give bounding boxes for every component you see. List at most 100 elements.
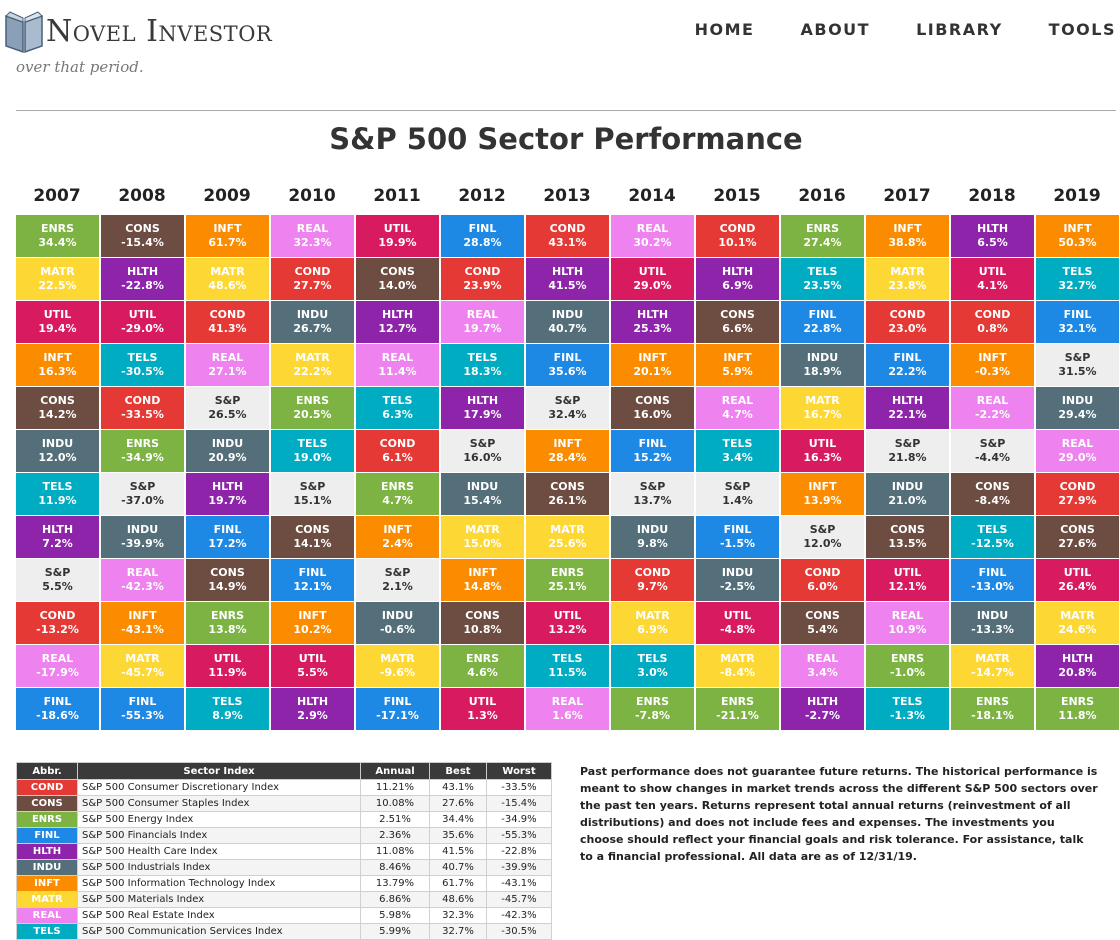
sector-cell: HLTH 2.9% — [271, 688, 354, 730]
sector-cell: FINL 15.2% — [611, 430, 694, 472]
sector-abbr: TELS — [1062, 265, 1093, 278]
sector-return: 15.1% — [293, 494, 332, 507]
sector-cell: REAL 29.0% — [1036, 430, 1119, 472]
sector-return: -1.3% — [889, 709, 926, 722]
sector-return: 20.8% — [1058, 666, 1097, 679]
sector-cell: UTIL 19.4% — [16, 301, 99, 343]
sector-abbr: UTIL — [638, 265, 667, 278]
sector-cell: HLTH -2.7% — [781, 688, 864, 730]
sector-abbr: S&P — [214, 394, 241, 407]
sector-cell: MATR 23.8% — [866, 258, 949, 300]
year-label: 2014 — [628, 186, 676, 206]
sector-return: 28.4% — [548, 451, 587, 464]
sector-cell: INFT 28.4% — [526, 430, 609, 472]
legend-abbr: FINL — [16, 827, 78, 844]
sector-abbr: S&P — [44, 566, 71, 579]
sector-cell: COND 23.0% — [866, 301, 949, 343]
sector-cell: INFT 13.9% — [781, 473, 864, 515]
nav-about[interactable]: ABOUT — [800, 20, 871, 39]
sector-return: 4.6% — [467, 666, 498, 679]
sector-return: 19.7% — [463, 322, 502, 335]
sector-abbr: REAL — [466, 308, 499, 321]
sector-return: -13.3% — [971, 623, 1014, 636]
chart-title: S&P 500 Sector Performance — [329, 122, 803, 156]
site-logo[interactable]: Novel Investor — [4, 6, 272, 56]
sector-return: 25.3% — [633, 322, 672, 335]
sector-return: 13.2% — [548, 623, 587, 636]
sector-cell: COND 6.0% — [781, 559, 864, 601]
sector-cell: COND 9.7% — [611, 559, 694, 601]
sector-abbr: INDU — [126, 523, 159, 536]
sector-abbr: MATR — [635, 609, 670, 622]
sector-abbr: ENRS — [805, 222, 840, 235]
sector-abbr: UTIL — [128, 308, 157, 321]
sector-abbr: FINL — [553, 351, 582, 364]
sector-return: 48.6% — [208, 279, 247, 292]
sector-return: 16.3% — [38, 365, 77, 378]
site-header: Novel Investor HOME ABOUT LIBRARY TOOLS — [0, 0, 1120, 60]
sector-abbr: UTIL — [978, 265, 1007, 278]
sector-return: -0.6% — [379, 623, 416, 636]
sector-cell: INFT 20.1% — [611, 344, 694, 386]
sector-cell: FINL -18.6% — [16, 688, 99, 730]
sector-abbr: UTIL — [553, 609, 582, 622]
sector-cell: COND 43.1% — [526, 215, 609, 257]
sector-cell: REAL -17.9% — [16, 645, 99, 687]
sector-return: 61.7% — [208, 236, 247, 249]
sector-return: 12.1% — [888, 580, 927, 593]
sector-abbr: FINL — [1063, 308, 1092, 321]
sector-cell: MATR 15.0% — [441, 516, 524, 558]
sector-return: 8.9% — [212, 709, 243, 722]
sector-cell: TELS 18.3% — [441, 344, 524, 386]
sector-cell: INFT -0.3% — [951, 344, 1034, 386]
sector-return: 12.0% — [803, 537, 842, 550]
sector-return: 35.6% — [548, 365, 587, 378]
legend-best: 40.7% — [429, 859, 487, 876]
sector-abbr: HLTH — [381, 308, 414, 321]
sector-cell: TELS -1.3% — [866, 688, 949, 730]
sector-return: 6.3% — [382, 408, 413, 421]
sector-abbr: TELS — [297, 437, 328, 450]
nav-home[interactable]: HOME — [694, 20, 755, 39]
sector-cell: FINL 22.2% — [866, 344, 949, 386]
sector-cell: REAL 10.9% — [866, 602, 949, 644]
sector-abbr: INDU — [1061, 394, 1094, 407]
sector-abbr: HLTH — [551, 265, 584, 278]
sector-return: 24.6% — [1058, 623, 1097, 636]
legend-abbr: ENRS — [16, 811, 78, 828]
sector-return: 1.6% — [552, 709, 583, 722]
sector-cell: INDU 20.9% — [186, 430, 269, 472]
sector-cell: COND -33.5% — [101, 387, 184, 429]
sector-abbr: REAL — [41, 652, 74, 665]
sector-cell: S&P 31.5% — [1036, 344, 1119, 386]
sector-cell: INDU -39.9% — [101, 516, 184, 558]
sector-abbr: HLTH — [636, 308, 669, 321]
sector-abbr: COND — [634, 566, 671, 579]
nav-tools[interactable]: TOOLS — [1048, 20, 1116, 39]
sector-cell: MATR -9.6% — [356, 645, 439, 687]
legend-best: 48.6% — [429, 891, 487, 908]
sector-cell: UTIL 26.4% — [1036, 559, 1119, 601]
sector-return: 9.7% — [637, 580, 668, 593]
sector-abbr: REAL — [976, 394, 1009, 407]
legend-row: MATR S&P 500 Materials Index 6.86% 48.6% -45… — [16, 891, 552, 908]
legend-best: 35.6% — [429, 827, 487, 844]
sector-return: -2.2% — [974, 408, 1011, 421]
sector-cell: CONS 26.1% — [526, 473, 609, 515]
disclaimer-text: Past performance does not guarantee futu… — [580, 765, 1098, 863]
sector-return: -39.9% — [121, 537, 164, 550]
sector-abbr: FINL — [43, 695, 72, 708]
nav-library[interactable]: LIBRARY — [916, 20, 1003, 39]
legend-sector-name: S&P 500 Consumer Discretionary Index — [77, 779, 361, 796]
sector-abbr: MATR — [295, 351, 330, 364]
legend-header-sector: Sector Index — [77, 762, 361, 780]
sector-abbr: COND — [124, 394, 161, 407]
legend-worst: -45.7% — [486, 891, 552, 908]
sector-abbr: S&P — [724, 480, 751, 493]
sector-return: 41.5% — [548, 279, 587, 292]
sector-abbr: FINL — [893, 351, 922, 364]
sector-cell: COND 27.7% — [271, 258, 354, 300]
sector-abbr: HLTH — [211, 480, 244, 493]
legend-abbr: INFT — [16, 875, 78, 892]
sector-abbr: MATR — [720, 652, 755, 665]
